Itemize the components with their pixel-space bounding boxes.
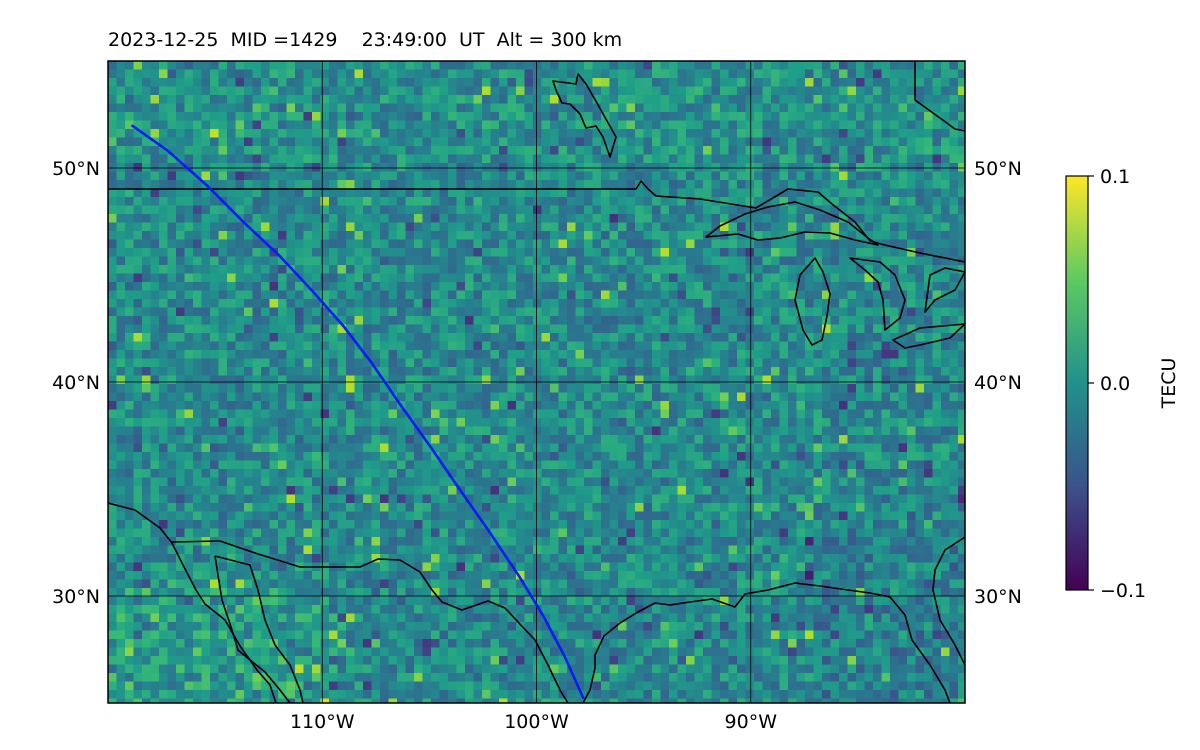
- coastlines: [108, 61, 965, 703]
- colorbar-tick-label: −0.1: [1100, 580, 1146, 602]
- lake-erie: [892, 323, 965, 349]
- lake-winnipeg: [552, 73, 617, 158]
- latitude-labels-left: 30°N 40°N 50°N: [52, 158, 100, 608]
- lake-michigan: [794, 257, 831, 346]
- pacific-coast: [108, 502, 277, 703]
- colorbar-tick-label: 0.0: [1100, 373, 1130, 395]
- lat-tick-label-left: 50°N: [52, 158, 100, 180]
- longitude-labels: 110°W 100°W 90°W: [290, 711, 777, 733]
- us-canada-border: [108, 180, 965, 263]
- map-frame: [107, 60, 966, 704]
- us-mexico-border: [171, 540, 569, 703]
- satellite-track: [130, 124, 585, 700]
- lat-tick-label-right: 50°N: [974, 158, 1022, 180]
- tec-heatmap: [108, 61, 965, 703]
- lat-tick-label-left: 40°N: [52, 372, 100, 394]
- lake-huron: [849, 257, 906, 331]
- atlantic-coast: [932, 536, 965, 666]
- lake-superior: [705, 201, 879, 246]
- latitude-labels-right: 30°N 40°N 50°N: [974, 158, 1022, 608]
- gulf-of-california-coast: [214, 555, 291, 703]
- map-panel: [107, 60, 966, 704]
- colorbar-tick-label: 0.1: [1100, 166, 1130, 188]
- colorbar-ticks: 0.1 0.0 −0.1: [1088, 166, 1146, 602]
- lon-tick-label: 100°W: [504, 711, 569, 733]
- colorbar-label: TECU: [1158, 358, 1180, 410]
- lat-tick-label-right: 30°N: [974, 586, 1022, 608]
- gulf-coast: [582, 582, 951, 703]
- lat-tick-label-left: 30°N: [52, 586, 100, 608]
- baja-peninsula: [214, 555, 304, 703]
- lon-tick-label: 110°W: [290, 711, 355, 733]
- colorbar-gradient: [1066, 176, 1088, 590]
- colorbar: 0.1 0.0 −0.1 TECU: [1065, 166, 1180, 602]
- lat-tick-label-right: 40°N: [974, 372, 1022, 394]
- lake-ontario: [924, 267, 965, 313]
- graticule: [108, 61, 965, 703]
- map-title: 2023-12-25 MID =1429 23:49:00 UT Alt = 3…: [108, 29, 623, 51]
- lon-tick-label: 90°W: [725, 711, 778, 733]
- hudson-bay-coast: [914, 61, 965, 132]
